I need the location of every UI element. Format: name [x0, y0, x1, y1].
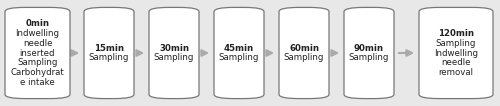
Text: 15min: 15min [94, 44, 124, 53]
Text: inserted: inserted [20, 49, 55, 57]
Text: 45min: 45min [224, 44, 254, 53]
Text: Sampling: Sampling [284, 53, 324, 62]
Text: e intake: e intake [20, 78, 55, 87]
FancyBboxPatch shape [279, 7, 329, 99]
Text: Indwelling: Indwelling [434, 49, 478, 57]
Text: Sampling: Sampling [436, 39, 476, 48]
Text: Indwelling: Indwelling [16, 29, 60, 38]
FancyBboxPatch shape [419, 7, 493, 99]
Text: removal: removal [438, 68, 474, 77]
Text: 60min: 60min [289, 44, 319, 53]
Text: 0min: 0min [26, 19, 50, 28]
Text: Sampling: Sampling [154, 53, 194, 62]
FancyBboxPatch shape [214, 7, 264, 99]
Text: Sampling: Sampling [219, 53, 259, 62]
FancyBboxPatch shape [5, 7, 70, 99]
Text: Carbohydrat: Carbohydrat [10, 68, 64, 77]
Text: Sampling: Sampling [18, 58, 58, 67]
Text: 30min: 30min [159, 44, 189, 53]
FancyBboxPatch shape [149, 7, 199, 99]
FancyBboxPatch shape [344, 7, 394, 99]
Text: Sampling: Sampling [89, 53, 129, 62]
Text: needle: needle [441, 58, 470, 67]
Text: 120min: 120min [438, 29, 474, 38]
Text: Sampling: Sampling [349, 53, 389, 62]
Text: needle: needle [23, 39, 52, 48]
Text: 90min: 90min [354, 44, 384, 53]
FancyBboxPatch shape [84, 7, 134, 99]
